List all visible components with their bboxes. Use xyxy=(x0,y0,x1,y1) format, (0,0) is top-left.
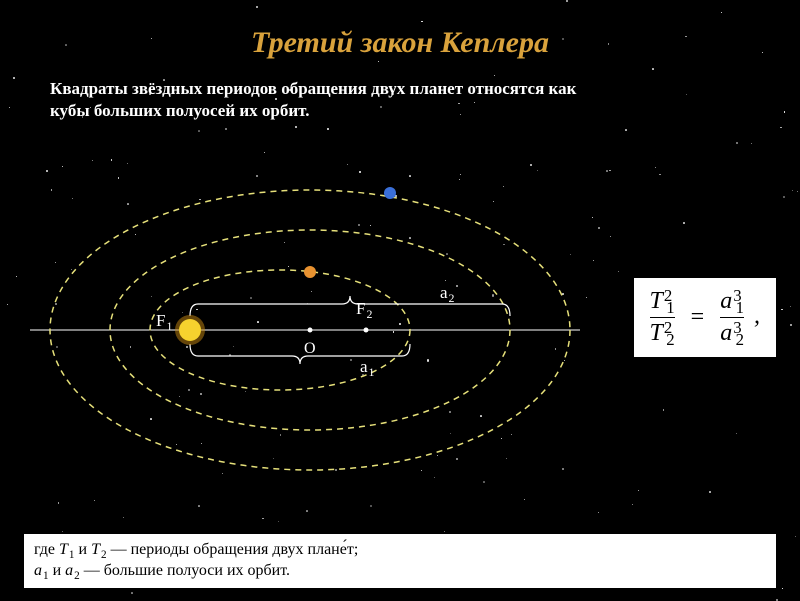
legend-a2: a xyxy=(65,562,73,579)
legend-a1: a xyxy=(34,562,42,579)
legend-line-2: a1 и a2 — большие полуоси их орбит. xyxy=(34,561,766,582)
diagram-label: O xyxy=(304,340,316,358)
orbit-diagram: O F1 F2 a1 a2 xyxy=(10,140,600,500)
legend-t1-sub: 1 xyxy=(69,549,75,561)
subtitle-text: Квадраты звёздных периодов обращения дву… xyxy=(50,79,576,120)
legend-and-2: и xyxy=(49,562,66,579)
subtitle: Квадраты звёздных периодов обращения дву… xyxy=(50,78,610,122)
fraction-right: a31 a32 xyxy=(720,288,744,347)
legend-line-1: где T1 и T2 — периоды обращения двух пла… xyxy=(34,540,766,561)
diagram-label: a2 xyxy=(440,283,455,303)
legend-a1-sub: 1 xyxy=(43,570,49,582)
legend-l1-suffix: — периоды обращения двух плане́т; xyxy=(107,541,359,558)
formula-trailing: , xyxy=(754,303,760,329)
diagram-label: a1 xyxy=(360,357,375,377)
formula-left-num: T21 xyxy=(650,288,675,315)
diagram-label: F2 xyxy=(356,299,372,319)
orbit-svg xyxy=(10,140,600,500)
formula: T21 T22 = a31 a32 , xyxy=(634,278,776,357)
legend-l2-suffix: — большие полуоси их орбит. xyxy=(80,562,290,579)
diagram-label: F1 xyxy=(156,311,172,331)
legend: где T1 и T2 — периоды обращения двух пла… xyxy=(24,534,776,588)
formula-left-den: T22 xyxy=(650,320,675,347)
page-title: Третий закон Кеплера xyxy=(0,26,800,60)
equals-sign: = xyxy=(691,304,705,331)
legend-t1: T xyxy=(59,541,68,558)
formula-right-num: a31 xyxy=(720,288,744,315)
legend-and-1: и xyxy=(75,541,92,558)
fraction-left: T21 T22 xyxy=(650,288,675,347)
legend-t2: T xyxy=(91,541,100,558)
formula-right-den: a32 xyxy=(720,320,744,347)
title-text: Третий закон Кеплера xyxy=(251,26,549,59)
legend-prefix: где xyxy=(34,541,59,558)
legend-t2-sub: 2 xyxy=(101,549,107,561)
legend-a2-sub: 2 xyxy=(74,570,80,582)
